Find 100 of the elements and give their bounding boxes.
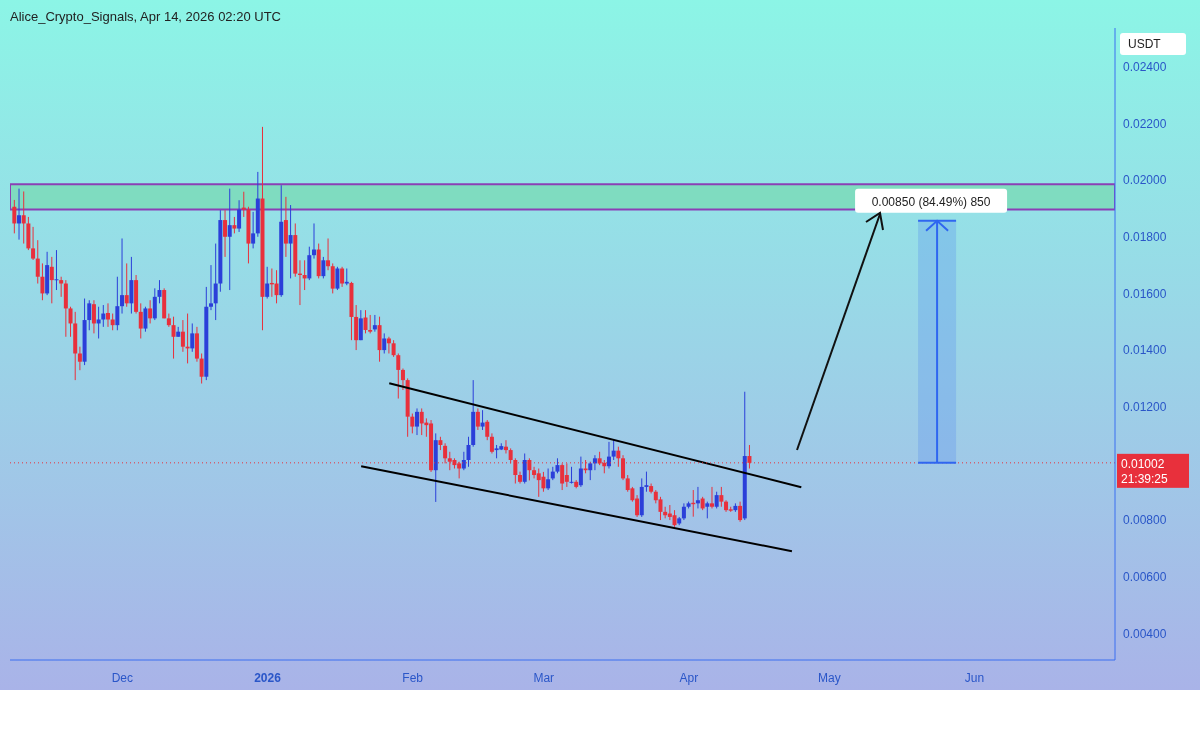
- candlestick: [138, 302, 143, 339]
- candlestick: [326, 237, 331, 271]
- candlestick: [223, 209, 228, 258]
- candlestick: [115, 276, 120, 331]
- candlestick: [96, 306, 101, 339]
- candlestick: [354, 304, 359, 351]
- candlestick: [237, 199, 242, 233]
- candlestick: [227, 188, 232, 291]
- candlestick: [475, 407, 480, 431]
- candlestick: [335, 266, 340, 291]
- candlestick: [17, 188, 22, 241]
- candlestick: [644, 471, 649, 493]
- y-tick-label: 0.01400: [1123, 343, 1167, 358]
- candlestick: [49, 256, 54, 304]
- candlestick: [283, 196, 288, 258]
- candlestick: [265, 266, 270, 300]
- x-tick-label: Apr: [679, 671, 699, 685]
- candlestick: [152, 287, 157, 321]
- candlestick: [208, 264, 213, 311]
- candlestick: [396, 352, 401, 400]
- candlestick: [157, 279, 162, 304]
- y-tick-label: 0.00800: [1123, 513, 1167, 528]
- candlestick: [368, 314, 373, 334]
- candlestick: [340, 266, 345, 288]
- candlestick: [288, 204, 293, 279]
- y-tick-label: 0.02200: [1123, 116, 1167, 131]
- candlestick: [410, 413, 415, 434]
- annotation: 0.00850 (84.49%) 850: [871, 194, 991, 209]
- candlestick: [68, 306, 73, 338]
- x-tick-label: May: [818, 671, 841, 685]
- candlestick: [330, 262, 335, 294]
- x-tick-label: Feb: [402, 671, 424, 685]
- candlestick: [180, 319, 185, 353]
- candlestick: [171, 316, 176, 360]
- candlestick: [251, 211, 256, 249]
- candlestick: [148, 299, 153, 324]
- candlestick: [358, 309, 363, 341]
- candlestick: [274, 269, 279, 304]
- candlestick: [40, 262, 45, 301]
- candlestick: [129, 256, 134, 315]
- x-tick-label: 2026: [254, 671, 282, 685]
- candlestick: [611, 439, 616, 461]
- x-tick-label: Mar: [533, 671, 555, 685]
- y-tick-label: 0.01200: [1123, 400, 1167, 415]
- candlestick: [77, 346, 82, 371]
- candlestick: [592, 454, 597, 471]
- candlestick: [54, 249, 59, 291]
- y-tick-label: 0.01600: [1123, 286, 1167, 301]
- ref-line-label: 0.01002: [1121, 456, 1165, 471]
- candlestick: [363, 309, 368, 334]
- candlestick: [87, 299, 92, 331]
- text: Alice_Crypto_Signals, Apr 14, 2026 02:20 UTC: [10, 9, 281, 24]
- candlestick: [35, 239, 40, 285]
- candlestick: [382, 332, 387, 354]
- x-tick-label: Jun: [964, 671, 985, 685]
- candlestick: [709, 486, 714, 509]
- y-axis-title: USDT: [1120, 33, 1186, 55]
- candlestick: [21, 190, 26, 245]
- candlestick: [536, 468, 541, 498]
- candlestick: [105, 302, 110, 328]
- candlestick: [372, 314, 377, 333]
- candlestick: [532, 466, 537, 479]
- y-tick-label: 0.00600: [1123, 569, 1167, 584]
- candlestick: [59, 276, 64, 298]
- candlestick: [719, 486, 724, 508]
- candlestick: [166, 313, 171, 328]
- candlestick: [466, 436, 471, 468]
- y-tick-label: 0.01800: [1123, 230, 1167, 245]
- candlestick: [546, 468, 551, 491]
- candlestick: [213, 243, 218, 321]
- candlestick: [485, 419, 490, 441]
- candlestick: [124, 262, 129, 308]
- candlestick: [400, 368, 405, 391]
- candlestick: [606, 441, 611, 469]
- candlestick: [386, 336, 391, 354]
- candlestick: [31, 226, 36, 261]
- candlestick: [91, 299, 96, 334]
- candlestick: [522, 452, 527, 485]
- candlestick: [461, 451, 466, 471]
- candlestick: [569, 466, 574, 485]
- text: 21:39:25: [1121, 471, 1169, 486]
- candlestick: [578, 456, 583, 488]
- candlestick: [738, 501, 743, 523]
- candlestick: [199, 352, 204, 385]
- candlestick: [419, 407, 424, 436]
- candlestick: [12, 199, 17, 234]
- candlestick: [190, 322, 195, 353]
- x-tick-label: Dec: [111, 671, 134, 685]
- y-tick-label: 0.02400: [1123, 60, 1167, 75]
- candlestick: [541, 471, 546, 493]
- candlestick: [321, 256, 326, 279]
- candlestick: [307, 246, 312, 281]
- candlestick: [480, 409, 485, 431]
- candlestick: [695, 486, 700, 509]
- y-tick-label: 0.00400: [1123, 626, 1167, 641]
- candlestick: [489, 432, 494, 454]
- candlestick: [658, 496, 663, 521]
- candlestick: [143, 306, 148, 333]
- candlestick: [120, 237, 125, 315]
- candlestick: [415, 407, 420, 436]
